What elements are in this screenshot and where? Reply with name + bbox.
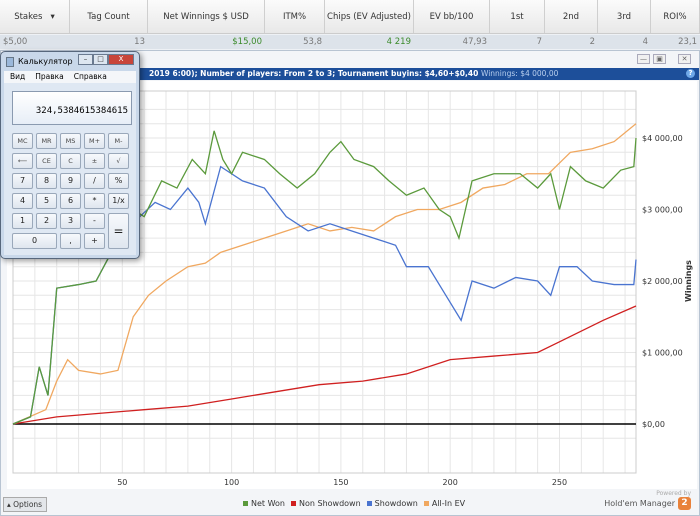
menu-help[interactable]: Справка (73, 72, 107, 81)
legend-showdown[interactable]: Showdown (366, 499, 418, 508)
calc-key[interactable]: % (108, 173, 129, 189)
table-header: Stakes ▾ Tag Count Net Winnings $ USD IT… (0, 0, 700, 34)
cell-net-winnings: $15,00 (232, 37, 262, 47)
calc-key[interactable]: 6 (60, 193, 81, 209)
cell-tag-count: 13 (134, 37, 145, 47)
calculator-menu: Вид Правка Справка (4, 71, 136, 83)
help-icon[interactable]: ? (686, 69, 695, 78)
plot-border (12, 90, 637, 474)
calc-key[interactable]: 1 (12, 213, 33, 229)
cell-ev-bb100: 47,93 (462, 37, 487, 47)
holdem-manager-brand: Powered by Hold'em Manager 2 (604, 490, 691, 510)
menu-edit[interactable]: Правка (35, 72, 64, 81)
calc-key[interactable]: 1/x (108, 193, 129, 209)
calc-key[interactable]: MS (60, 133, 81, 149)
y-tick-label: $0,00 (642, 420, 665, 429)
calc-key[interactable]: / (84, 173, 105, 189)
x-tick-label: 150 (333, 478, 348, 487)
graph-titlebar: — ▣ ✕ (1, 51, 699, 67)
calc-key[interactable]: 2 (36, 213, 57, 229)
calc-key[interactable]: CE (36, 153, 57, 169)
calc-key[interactable]: M+ (84, 133, 105, 149)
close-button[interactable]: ✕ (678, 54, 691, 64)
cell-2nd: 2 (589, 37, 595, 47)
x-tick-label: 200 (443, 478, 458, 487)
filter-info-bar: 2019 6:00); Number of players: From 2 to… (1, 68, 699, 80)
calc-key[interactable]: - (84, 213, 105, 229)
column-header-chips-ev[interactable]: Chips (EV Adjusted) (325, 0, 414, 33)
calc-key[interactable]: 9 (60, 173, 81, 189)
calc-key[interactable]: ⟵ (12, 153, 33, 169)
calc-key[interactable]: * (84, 193, 105, 209)
calc-key[interactable]: 7 (12, 173, 33, 189)
column-header-stakes[interactable]: Stakes ▾ (0, 0, 70, 33)
legend-net-won[interactable]: Net Won (243, 499, 285, 508)
calculator-body: 324,5384615384615 MC MR MS M+ M- ⟵ CE C ± √ 7 8 9/% 4… (4, 83, 136, 255)
restore-button[interactable]: ▣ (653, 54, 666, 64)
y-tick-label: $3 000,00 (642, 206, 683, 215)
menu-view[interactable]: Вид (10, 72, 26, 81)
calc-key[interactable]: 8 (36, 173, 57, 189)
calc-close-button[interactable]: X (108, 54, 134, 65)
legend-all-in-ev[interactable]: All-In EV (423, 499, 465, 508)
column-header-3rd[interactable]: 3rd (598, 0, 651, 33)
cell-roi: 23,1 (678, 37, 697, 47)
chart-legend: Net Won Non Showdown Showdown All-In EV (243, 499, 465, 508)
column-header-1st[interactable]: 1st (490, 0, 545, 33)
calc-key[interactable]: + (84, 233, 105, 249)
hm-logo-icon: 2 (678, 497, 691, 510)
calc-maximize-button[interactable]: □ (93, 54, 108, 65)
calculator-icon (6, 57, 14, 67)
legend-non-showdown[interactable]: Non Showdown (291, 499, 361, 508)
cell-itm: 53,8 (303, 37, 322, 47)
calc-key[interactable]: 5 (36, 193, 57, 209)
calc-key[interactable]: ± (84, 153, 105, 169)
column-header-tag-count[interactable]: Tag Count (70, 0, 148, 33)
calculator-title: Калькулятор (18, 57, 73, 66)
calc-key[interactable]: M- (108, 133, 129, 149)
y-tick-label: $4 000,00 (642, 134, 683, 143)
cell-3rd: 4 (642, 37, 648, 47)
y-tick-label: $2 000,00 (642, 277, 683, 286)
minimize-button[interactable]: — (637, 54, 650, 64)
column-header-2nd[interactable]: 2nd (545, 0, 598, 33)
cell-1st: 7 (536, 37, 542, 47)
series-line-non-showdown (12, 305, 637, 425)
cell-stakes: $5,00 (3, 37, 28, 47)
y-axis-label: Winnings (684, 260, 693, 302)
calc-key[interactable]: = (108, 213, 129, 249)
column-header-net-winnings[interactable]: Net Winnings $ USD (148, 0, 265, 33)
x-tick-label: 50 (117, 478, 127, 487)
column-header-roi[interactable]: ROI% (651, 0, 700, 33)
calculator-window: Калькулятор – □ X Вид Правка Справка 324,5… (0, 51, 140, 259)
calc-minimize-button[interactable]: – (78, 54, 93, 65)
x-tick-label: 250 (552, 478, 567, 487)
x-tick-label: 100 (224, 478, 239, 487)
column-header-itm[interactable]: ITM% (265, 0, 325, 33)
calc-key[interactable]: MR (36, 133, 57, 149)
cell-chips-ev: 4 219 (386, 37, 411, 47)
column-header-ev-bb100[interactable]: EV bb/100 (414, 0, 490, 33)
calc-key[interactable]: C (60, 153, 81, 169)
options-button[interactable]: ▴ Options (3, 497, 47, 512)
chart-svg: 50 100 150 200 250$0,00$1 000,00$2 000,00$3 … (12, 90, 693, 501)
calc-key[interactable]: 4 (12, 193, 33, 209)
calc-key[interactable]: , (60, 233, 81, 249)
calc-key[interactable]: 0 (12, 233, 57, 249)
calc-key[interactable]: MC (12, 133, 33, 149)
calc-key[interactable]: 3 (60, 213, 81, 229)
calc-key[interactable]: √ (108, 153, 129, 169)
y-tick-label: $1 000,00 (642, 349, 683, 358)
calculator-display: 324,5384615384615 (12, 91, 132, 125)
table-row[interactable]: $5,00 13 $15,00 53,8 4 219 47,93 7 2 4 2… (0, 35, 700, 49)
